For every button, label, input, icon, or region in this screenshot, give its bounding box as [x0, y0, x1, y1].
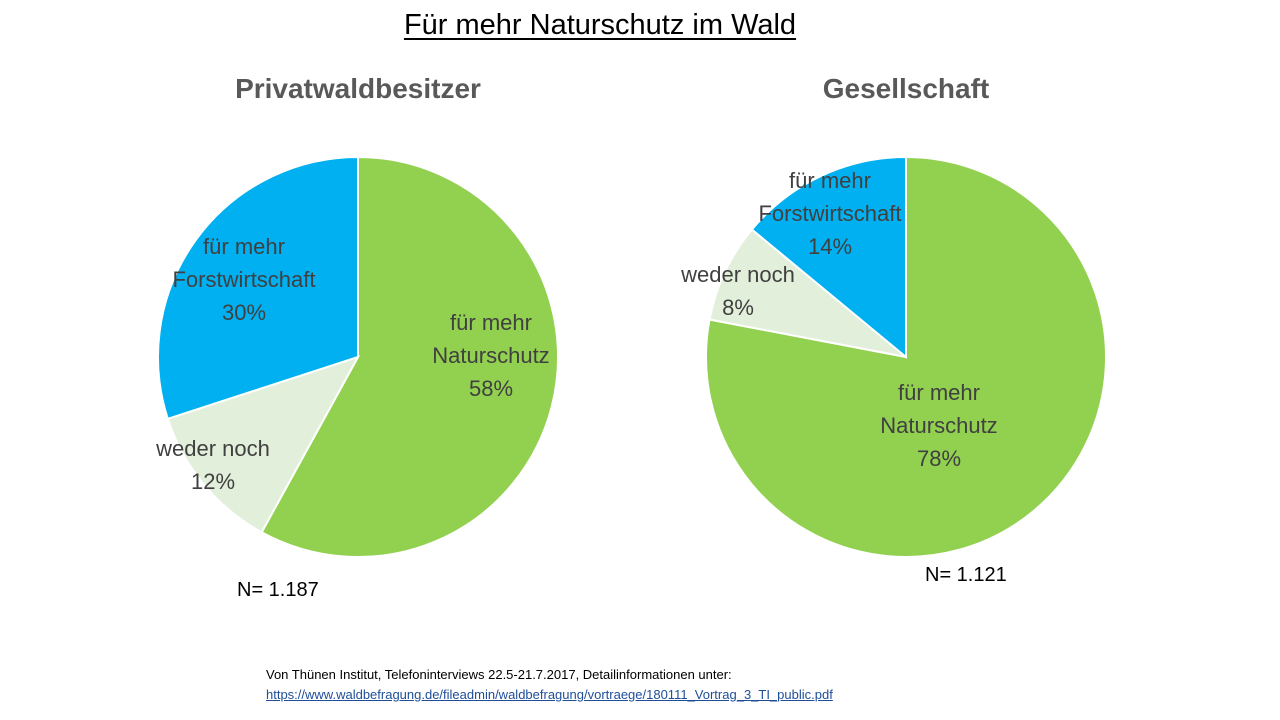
pie-slice-gesellschaft-forstwirtschaft	[750, 155, 907, 360]
source-note: Von Thünen Institut, Telefoninterviews 2…	[266, 665, 833, 705]
slide-title: Für mehr Naturschutz im Wald	[403, 9, 797, 41]
pie-slice-privatwaldbesitzer-naturschutz	[260, 155, 559, 558]
slice-label-gesellschaft-naturschutz: für mehr Naturschutz 78%	[880, 380, 997, 471]
slice-label-privatwaldbesitzer-naturschutz: für mehr Naturschutz 58%	[432, 310, 549, 401]
slice-label-privatwaldbesitzer-weder-noch: weder noch 12%	[155, 436, 270, 494]
chart-title-privatwaldbesitzer: Privatwaldbesitzer	[235, 73, 481, 104]
slice-label-privatwaldbesitzer-forstwirtschaft: für mehr Forstwirtschaft 30%	[172, 234, 315, 325]
pie-slice-privatwaldbesitzer-forstwirtschaft	[157, 155, 359, 421]
pie-slice-privatwaldbesitzer-weder-noch	[166, 355, 361, 534]
sample-size-gesellschaft: N= 1.121	[925, 564, 1007, 586]
sample-size-privatwaldbesitzer: N= 1.187	[237, 579, 319, 601]
slice-label-gesellschaft-weder-noch: weder noch 8%	[680, 262, 795, 320]
pie-slice-gesellschaft-weder-noch	[708, 228, 907, 358]
chart-title-gesellschaft: Gesellschaft	[822, 73, 990, 104]
slice-label-gesellschaft-forstwirtschaft: für mehr Forstwirtschaft 14%	[758, 168, 901, 259]
source-text: Von Thünen Institut, Telefoninterviews 2…	[266, 667, 732, 682]
source-link[interactable]: https://www.waldbefragung.de/fileadmin/w…	[266, 687, 833, 702]
